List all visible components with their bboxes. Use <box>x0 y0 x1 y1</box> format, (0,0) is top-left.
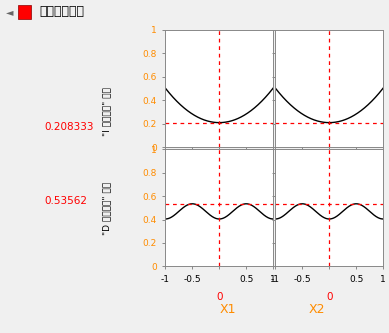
Text: X2: X2 <box>309 303 325 316</box>
Text: 0: 0 <box>326 292 333 302</box>
FancyBboxPatch shape <box>18 5 31 19</box>
Text: 预测方差刻画: 预测方差刻画 <box>39 5 84 18</box>
Text: X1: X1 <box>219 303 236 316</box>
Text: ◄: ◄ <box>6 7 13 17</box>
Text: 0: 0 <box>216 292 223 302</box>
Text: 0.208333: 0.208333 <box>45 122 94 132</box>
Text: "D 最优设计" 方差: "D 最优设计" 方差 <box>102 181 112 235</box>
Text: 0.53562: 0.53562 <box>45 196 88 206</box>
Text: "I 最优设计" 方差: "I 最优设计" 方差 <box>102 87 112 136</box>
